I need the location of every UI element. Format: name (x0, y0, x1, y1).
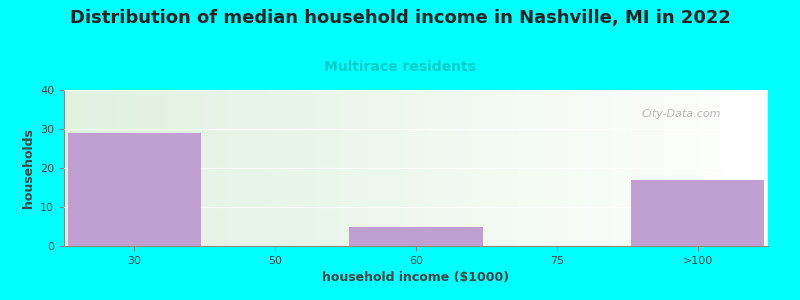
X-axis label: household income ($1000): household income ($1000) (322, 271, 510, 284)
Y-axis label: households: households (22, 128, 34, 208)
Bar (349, 226, 483, 246)
Text: Distribution of median household income in Nashville, MI in 2022: Distribution of median household income … (70, 9, 730, 27)
Text: Multirace residents: Multirace residents (324, 60, 476, 74)
Bar (67, 133, 202, 246)
Bar (630, 180, 765, 246)
Text: City-Data.com: City-Data.com (642, 109, 721, 119)
